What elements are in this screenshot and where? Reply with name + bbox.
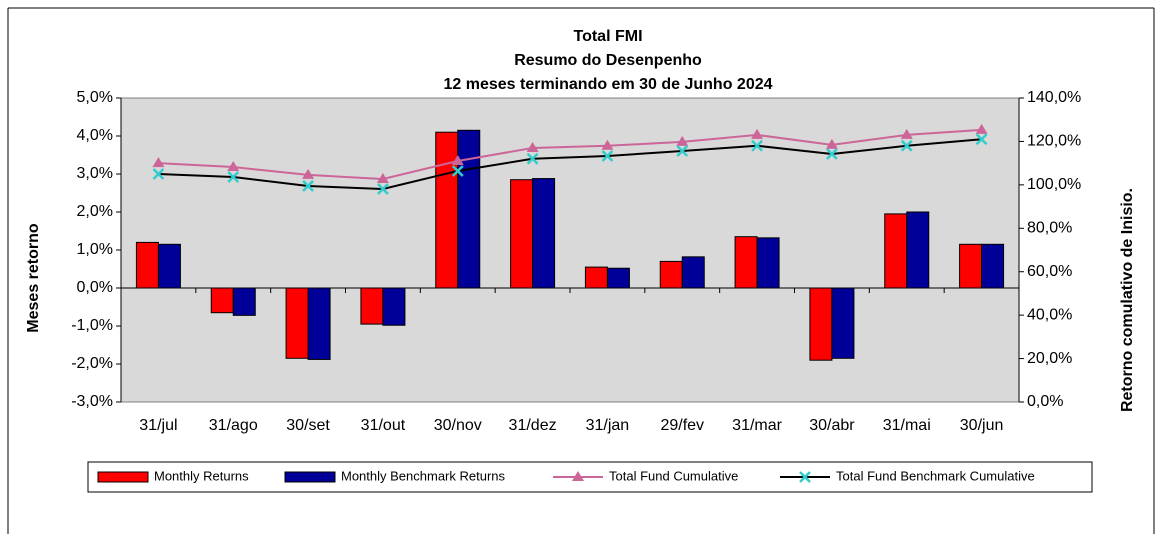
y2-tick-label: 140,0% — [1027, 89, 1081, 106]
line-marker — [601, 139, 614, 150]
bar — [584, 266, 608, 289]
bar — [382, 287, 406, 326]
legend-swatch — [284, 471, 336, 483]
y-tick-label: -2,0% — [71, 355, 113, 372]
x-tick-label: 30/set — [286, 417, 330, 434]
line-marker — [799, 471, 811, 483]
legend-label: Total Fund Cumulative — [609, 468, 738, 483]
y2-tick-label: 120,0% — [1027, 133, 1081, 150]
y2-tick-label: 100,0% — [1027, 176, 1081, 193]
bar — [981, 243, 1005, 289]
y2-tick-label: 60,0% — [1027, 263, 1072, 280]
bar — [659, 260, 683, 289]
bar — [959, 243, 983, 289]
x-tick-label: 31/jan — [586, 417, 630, 434]
line-marker — [376, 172, 389, 183]
y2-tick-label: 40,0% — [1027, 306, 1072, 323]
line-marker — [676, 135, 689, 146]
line-marker — [451, 154, 464, 165]
bar — [157, 243, 181, 289]
line-marker — [227, 171, 240, 183]
x-tick-label: 31/mai — [883, 417, 931, 434]
bar — [532, 178, 556, 289]
x-tick-label: 31/ago — [209, 417, 258, 434]
line-marker — [572, 471, 584, 481]
y-tick-label: 2,0% — [77, 203, 113, 220]
line-marker — [227, 161, 240, 172]
y-tick-label: 5,0% — [77, 89, 113, 106]
bar — [510, 179, 534, 289]
bar — [210, 287, 234, 314]
bar — [232, 287, 256, 316]
y2-axis-label: Retorno comulativo de Inisio. — [1119, 188, 1136, 412]
y-tick-label: 3,0% — [77, 165, 113, 182]
bar — [307, 287, 331, 360]
y-tick-label: 1,0% — [77, 241, 113, 258]
bar — [285, 287, 309, 359]
line-marker — [526, 141, 539, 152]
bar — [831, 287, 855, 359]
bar — [884, 213, 908, 289]
legend-label: Monthly Returns — [154, 468, 249, 483]
line — [158, 128, 982, 181]
x-tick-label: 31/out — [361, 417, 406, 434]
line-marker — [451, 165, 464, 177]
line-marker — [302, 168, 315, 179]
bar — [606, 267, 630, 289]
y-axis-label: Meses retorno — [25, 223, 42, 333]
x-tick-label: 31/jul — [139, 417, 177, 434]
chart-title: Total FMI — [573, 28, 642, 45]
chart-subtitle: 12 meses terminando em 30 de Junho 2024 — [443, 76, 772, 93]
line-marker — [751, 139, 763, 152]
line-marker — [751, 128, 764, 139]
y2-tick-label: 0,0% — [1027, 393, 1063, 410]
x-tick-label: 30/nov — [434, 417, 482, 434]
y2-tick-label: 20,0% — [1027, 350, 1072, 367]
line-marker — [900, 139, 913, 152]
x-tick-label: 30/jun — [960, 417, 1004, 434]
line — [158, 138, 982, 190]
chart-subtitle: Resumo do Desenpenho — [514, 52, 702, 69]
legend-swatch — [97, 471, 149, 483]
bar — [681, 256, 705, 289]
line-marker — [676, 145, 689, 157]
line-marker — [377, 183, 389, 195]
bar — [734, 236, 758, 289]
plot-area — [120, 97, 1020, 403]
y2-tick-label: 80,0% — [1027, 220, 1072, 237]
x-tick-label: 31/dez — [509, 417, 557, 434]
bar — [906, 211, 930, 289]
line-marker — [302, 180, 314, 192]
line-marker — [826, 148, 838, 160]
line-marker — [152, 157, 165, 168]
y-tick-label: 4,0% — [77, 127, 113, 144]
x-tick-label: 29/fev — [660, 417, 704, 434]
line-marker — [975, 133, 988, 146]
bar — [135, 241, 159, 289]
line-marker — [900, 128, 913, 139]
bar — [435, 131, 459, 289]
y-tick-label: -3,0% — [71, 393, 113, 410]
bar — [457, 129, 481, 289]
x-tick-label: 31/mar — [732, 417, 782, 434]
legend-label: Monthly Benchmark Returns — [341, 468, 506, 483]
legend-label: Total Fund Benchmark Cumulative — [836, 468, 1035, 483]
line-marker — [825, 138, 838, 149]
x-tick-label: 30/abr — [809, 417, 855, 434]
bar — [809, 287, 833, 361]
y-tick-label: -1,0% — [71, 317, 113, 334]
line-marker — [601, 150, 614, 162]
line-marker — [975, 123, 988, 134]
line-marker — [526, 152, 539, 165]
y-tick-label: 0,0% — [77, 279, 113, 296]
line-marker — [152, 168, 165, 180]
bar — [360, 287, 384, 325]
bar — [756, 237, 780, 289]
